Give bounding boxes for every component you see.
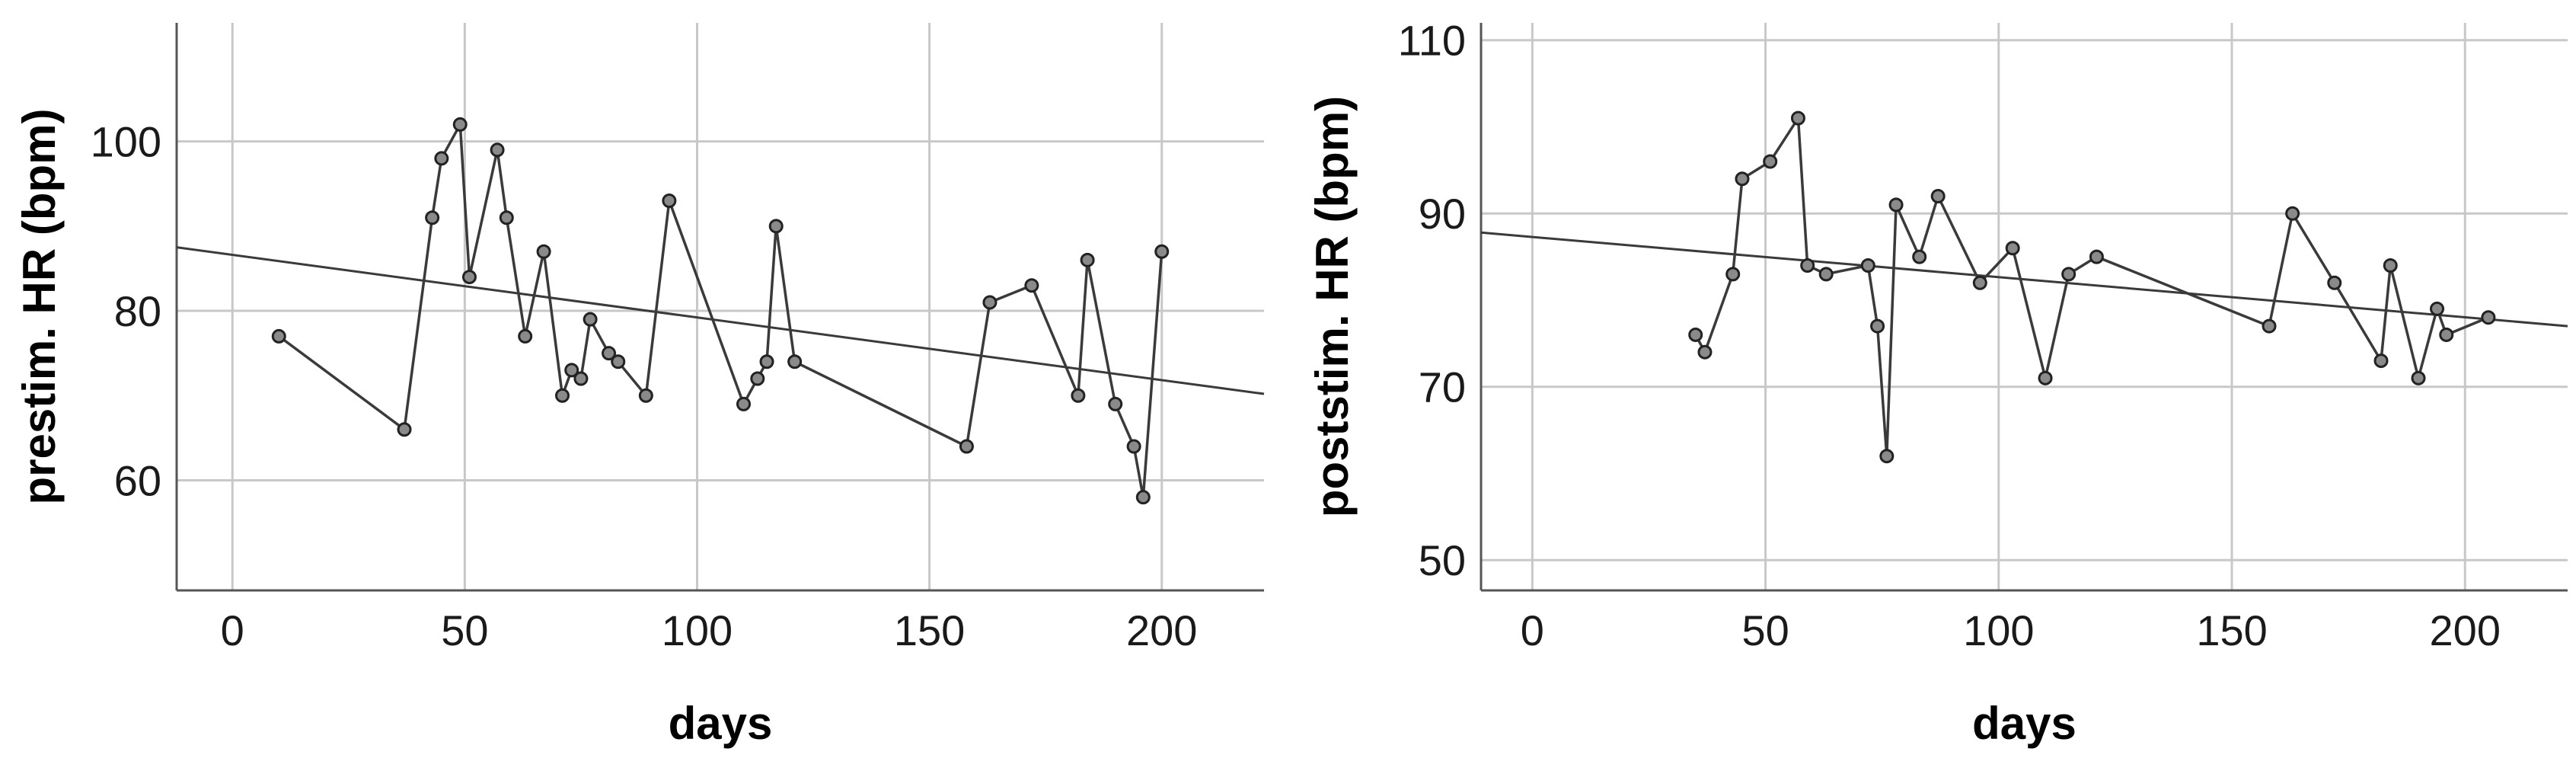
- data-point: [564, 363, 579, 378]
- data-point: [1735, 171, 1750, 187]
- series-line: [1694, 114, 2489, 456]
- trend-line: [1480, 231, 2568, 328]
- data-point: [1888, 197, 1904, 213]
- data-point: [611, 354, 626, 369]
- data-point: [461, 270, 477, 285]
- data-point: [555, 388, 570, 403]
- x-tick-label: 50: [441, 606, 488, 654]
- data-point: [1024, 278, 1039, 293]
- data-point: [2430, 301, 2445, 316]
- data-point: [787, 354, 803, 369]
- x-tick-label: 0: [221, 606, 244, 654]
- y-axis-title: poststim. HR (bpm): [1307, 96, 1358, 517]
- prestim-chart: 0 50 100 150 200 60 80 100 days prestim. HR (bpm): [14, 23, 1265, 749]
- data-point: [2327, 275, 2342, 290]
- x-tick-label: 200: [1126, 606, 1197, 654]
- data-point: [1071, 388, 1086, 403]
- data-point: [1154, 244, 1170, 259]
- x-tick-label: 0: [1521, 606, 1544, 654]
- data-point: [1688, 327, 1703, 342]
- data-point: [768, 219, 784, 234]
- data-point: [1135, 490, 1151, 505]
- x-tick-label: 150: [2196, 606, 2267, 654]
- poststim-chart: 0 50 100 150 200 50 70 90 110 days poststim. HR (b…: [1307, 17, 2568, 749]
- data-point: [2089, 249, 2104, 264]
- data-point: [759, 354, 774, 369]
- data-point: [736, 396, 752, 411]
- data-point: [434, 151, 449, 166]
- x-tick-label: 100: [1963, 606, 2034, 654]
- x-tick-label: 100: [662, 606, 733, 654]
- y-tick-label: 60: [114, 456, 161, 504]
- data-point: [2411, 370, 2426, 385]
- data-point: [662, 193, 677, 209]
- data-point: [982, 295, 998, 310]
- data-point: [1800, 257, 1815, 273]
- data-point: [2061, 267, 2076, 282]
- x-tick-label: 50: [1741, 606, 1789, 654]
- data-point: [452, 117, 468, 132]
- data-point: [602, 346, 617, 361]
- data-point: [425, 210, 440, 225]
- series-line: [278, 120, 1164, 498]
- data-point: [1870, 318, 1885, 334]
- x-axis-title: days: [1972, 698, 2076, 749]
- data-point: [536, 244, 551, 259]
- data-point: [1790, 110, 1805, 126]
- data-point: [518, 328, 533, 344]
- data-point: [1126, 439, 1141, 454]
- data-point: [1972, 275, 1987, 290]
- data-point: [1860, 257, 1875, 273]
- data-point: [1912, 249, 1927, 264]
- data-point: [959, 439, 974, 454]
- data-point: [271, 328, 286, 344]
- data-point: [2005, 241, 2020, 256]
- data-point: [1818, 267, 1834, 282]
- data-point: [2038, 370, 2053, 385]
- trend-line: [176, 246, 1265, 395]
- data-point: [2262, 318, 2277, 334]
- x-tick-label: 150: [894, 606, 965, 654]
- data-point: [490, 142, 505, 158]
- data-point: [397, 422, 412, 437]
- data-point: [2285, 206, 2300, 221]
- data-point: [2373, 353, 2389, 369]
- y-tick-label: 110: [1398, 17, 1466, 65]
- data-point: [2481, 310, 2496, 325]
- data-point: [638, 388, 653, 403]
- y-tick-label: 100: [91, 118, 161, 166]
- x-tick-label: 200: [2430, 606, 2501, 654]
- data-point: [1879, 449, 1894, 464]
- y-tick-label: 70: [1419, 363, 1466, 411]
- data-point: [573, 371, 589, 386]
- x-axis-title: days: [669, 698, 773, 749]
- data-point: [1930, 188, 1946, 203]
- data-point: [583, 312, 598, 327]
- data-point: [1763, 154, 1778, 169]
- data-point: [2439, 327, 2454, 342]
- data-point: [1725, 267, 1741, 282]
- y-tick-label: 50: [1419, 536, 1466, 584]
- data-point: [750, 371, 765, 386]
- data-point: [499, 210, 514, 225]
- data-point: [1697, 344, 1713, 360]
- data-point: [2383, 257, 2398, 273]
- y-axis-title: prestim. HR (bpm): [14, 108, 65, 504]
- data-point: [1080, 252, 1095, 267]
- y-tick-label: 90: [1419, 190, 1466, 238]
- y-tick-label: 80: [114, 287, 161, 335]
- data-point: [1108, 396, 1123, 411]
